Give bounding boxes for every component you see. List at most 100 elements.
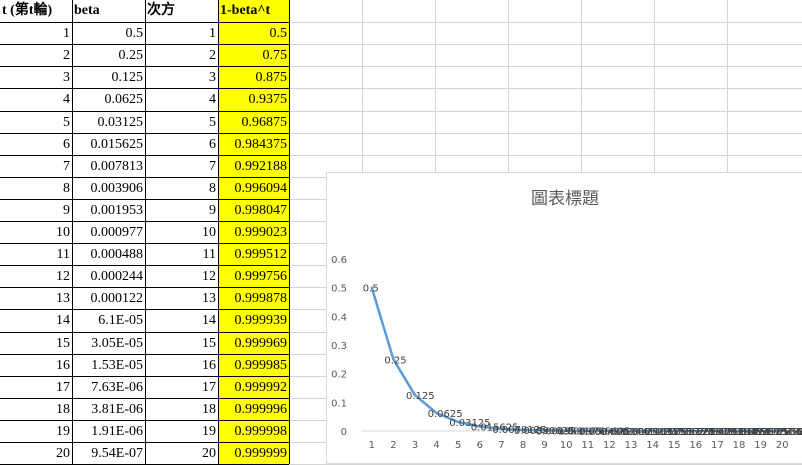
cell-beta[interactable]: 3.05E-05 xyxy=(91,336,143,351)
cell-beta[interactable]: 3.81E-06 xyxy=(91,402,143,417)
cell-power[interactable]: 11 xyxy=(202,247,216,262)
cell-t[interactable]: 4 xyxy=(63,92,70,107)
cell-power[interactable]: 5 xyxy=(209,115,216,130)
cell-power[interactable]: 20 xyxy=(202,446,216,461)
table-border xyxy=(0,66,289,67)
header-cell-power[interactable]: 次方 xyxy=(147,3,175,18)
cell-one-minus-beta-t[interactable]: 0.999998 xyxy=(218,421,289,442)
cell-one-minus-beta-t[interactable]: 0.999512 xyxy=(218,244,289,265)
header-cell-beta[interactable]: beta xyxy=(74,3,100,18)
cell-beta[interactable]: 0.000488 xyxy=(90,247,144,262)
cell-t[interactable]: 19 xyxy=(56,424,70,439)
cell-power[interactable]: 17 xyxy=(202,380,216,395)
cell-t[interactable]: 3 xyxy=(63,70,70,85)
cell-beta[interactable]: 7.63E-06 xyxy=(91,380,143,395)
cell-beta[interactable]: 0.125 xyxy=(111,70,144,85)
cell-t[interactable]: 14 xyxy=(56,313,70,328)
y-tick-label: 0.1 xyxy=(331,398,347,409)
cell-t[interactable]: 13 xyxy=(56,291,70,306)
data-label: 7.62939453125E-06 xyxy=(708,427,802,438)
cell-beta[interactable]: 1.53E-05 xyxy=(91,358,143,373)
cell-one-minus-beta-t[interactable]: 0.999996 xyxy=(218,399,289,420)
cell-one-minus-beta-t[interactable]: 0.96875 xyxy=(218,112,289,133)
cell-one-minus-beta-t[interactable]: 0.9375 xyxy=(218,89,289,111)
cell-power[interactable]: 15 xyxy=(202,336,216,351)
cell-t[interactable]: 16 xyxy=(56,358,70,373)
cell-one-minus-beta-t[interactable]: 0.875 xyxy=(218,67,289,88)
cell-beta[interactable]: 0.015625 xyxy=(90,137,144,152)
cell-one-minus-beta-t[interactable]: 0.75 xyxy=(218,45,289,66)
data-label: 3.0517578125E-05 xyxy=(665,427,761,438)
x-tick-label: 2 xyxy=(390,440,396,451)
cell-beta[interactable]: 0.5 xyxy=(125,26,144,41)
cell-beta[interactable]: 0.25 xyxy=(118,48,144,63)
cell-one-minus-beta-t[interactable]: 0.984375 xyxy=(218,134,289,155)
cell-t[interactable]: 10 xyxy=(56,225,70,240)
cell-beta[interactable]: 0.003906 xyxy=(90,181,144,196)
cell-power[interactable]: 3 xyxy=(209,70,216,85)
cell-t[interactable]: 1 xyxy=(63,26,70,41)
cell-t[interactable]: 5 xyxy=(63,115,70,130)
cell-power[interactable]: 16 xyxy=(202,358,216,373)
header-cell-one-minus-beta-t[interactable]: 1-beta^t xyxy=(218,0,289,22)
cell-one-minus-beta-t[interactable]: 0.999023 xyxy=(218,222,289,243)
cell-power[interactable]: 12 xyxy=(202,269,216,284)
cell-one-minus-beta-t[interactable]: 0.996094 xyxy=(218,178,289,199)
cell-power[interactable]: 1 xyxy=(209,26,216,41)
cell-power[interactable]: 9 xyxy=(209,203,216,218)
table-border xyxy=(0,398,289,399)
x-tick-label: 4 xyxy=(433,440,439,451)
cell-one-minus-beta-t[interactable]: 0.999969 xyxy=(218,333,289,354)
cell-t[interactable]: 11 xyxy=(56,247,70,262)
cell-beta[interactable]: 0.0625 xyxy=(104,92,144,107)
cell-t[interactable]: 17 xyxy=(56,380,70,395)
cell-power[interactable]: 2 xyxy=(209,48,216,63)
table-border xyxy=(0,88,289,89)
cell-power[interactable]: 6 xyxy=(209,137,216,152)
cell-one-minus-beta-t[interactable]: 0.998047 xyxy=(218,200,289,221)
cell-power[interactable]: 4 xyxy=(209,92,216,107)
cell-beta[interactable]: 0.001953 xyxy=(90,203,144,218)
cell-beta[interactable]: 1.91E-06 xyxy=(91,424,143,439)
cell-beta[interactable]: 0.000244 xyxy=(90,269,144,284)
data-label: 9.5367431640625E-07 xyxy=(773,427,802,438)
cell-beta[interactable]: 0.03125 xyxy=(97,115,144,130)
cell-beta[interactable]: 9.54E-07 xyxy=(91,446,143,461)
cell-beta[interactable]: 0.000977 xyxy=(90,225,144,240)
cell-one-minus-beta-t[interactable]: 0.992188 xyxy=(218,156,289,177)
cell-t[interactable]: 8 xyxy=(63,181,70,196)
cell-t[interactable]: 7 xyxy=(63,159,70,174)
cell-t[interactable]: 9 xyxy=(63,203,70,218)
cell-power[interactable]: 14 xyxy=(202,313,216,328)
data-label: 0.001953125 xyxy=(536,426,603,437)
cell-t[interactable]: 18 xyxy=(56,402,70,417)
cell-t[interactable]: 20 xyxy=(56,446,70,461)
cell-one-minus-beta-t[interactable]: 0.999985 xyxy=(218,355,289,376)
cell-t[interactable]: 12 xyxy=(56,269,70,284)
cell-power[interactable]: 18 xyxy=(202,402,216,417)
cell-power[interactable]: 19 xyxy=(202,424,216,439)
cell-t[interactable]: 15 xyxy=(56,336,70,351)
cell-power[interactable]: 8 xyxy=(209,181,216,196)
cell-one-minus-beta-t[interactable]: 0.999992 xyxy=(218,377,289,398)
cell-one-minus-beta-t[interactable]: 0.999939 xyxy=(218,310,289,332)
cell-one-minus-beta-t[interactable]: 0.999999 xyxy=(218,443,289,464)
cell-one-minus-beta-t[interactable]: 0.999756 xyxy=(218,266,289,287)
header-cell-t[interactable]: t (第t輪) xyxy=(2,3,53,18)
line-chart[interactable]: 圖表標題 0 0.1 0.2 0.3 0.4 0.5 0.6 1 2 3 4 5 6 7 8 9 10 11 12 13… xyxy=(326,172,802,464)
cell-t[interactable]: 2 xyxy=(63,48,70,63)
cell-beta[interactable]: 0.007813 xyxy=(90,159,144,174)
table-border xyxy=(0,199,289,200)
table-border xyxy=(0,22,289,23)
cell-one-minus-beta-t[interactable]: 0.999878 xyxy=(218,288,289,309)
cell-beta[interactable]: 0.000122 xyxy=(90,291,144,306)
cell-power[interactable]: 7 xyxy=(209,159,216,174)
cell-power[interactable]: 13 xyxy=(202,291,216,306)
cell-one-minus-beta-t[interactable]: 0.5 xyxy=(218,23,289,44)
data-label: 0.0001220703125 xyxy=(622,427,714,438)
cell-power[interactable]: 10 xyxy=(202,225,216,240)
x-tick-label: 19 xyxy=(754,440,767,451)
cell-t[interactable]: 6 xyxy=(63,137,70,152)
cell-beta[interactable]: 6.1E-05 xyxy=(98,313,143,328)
